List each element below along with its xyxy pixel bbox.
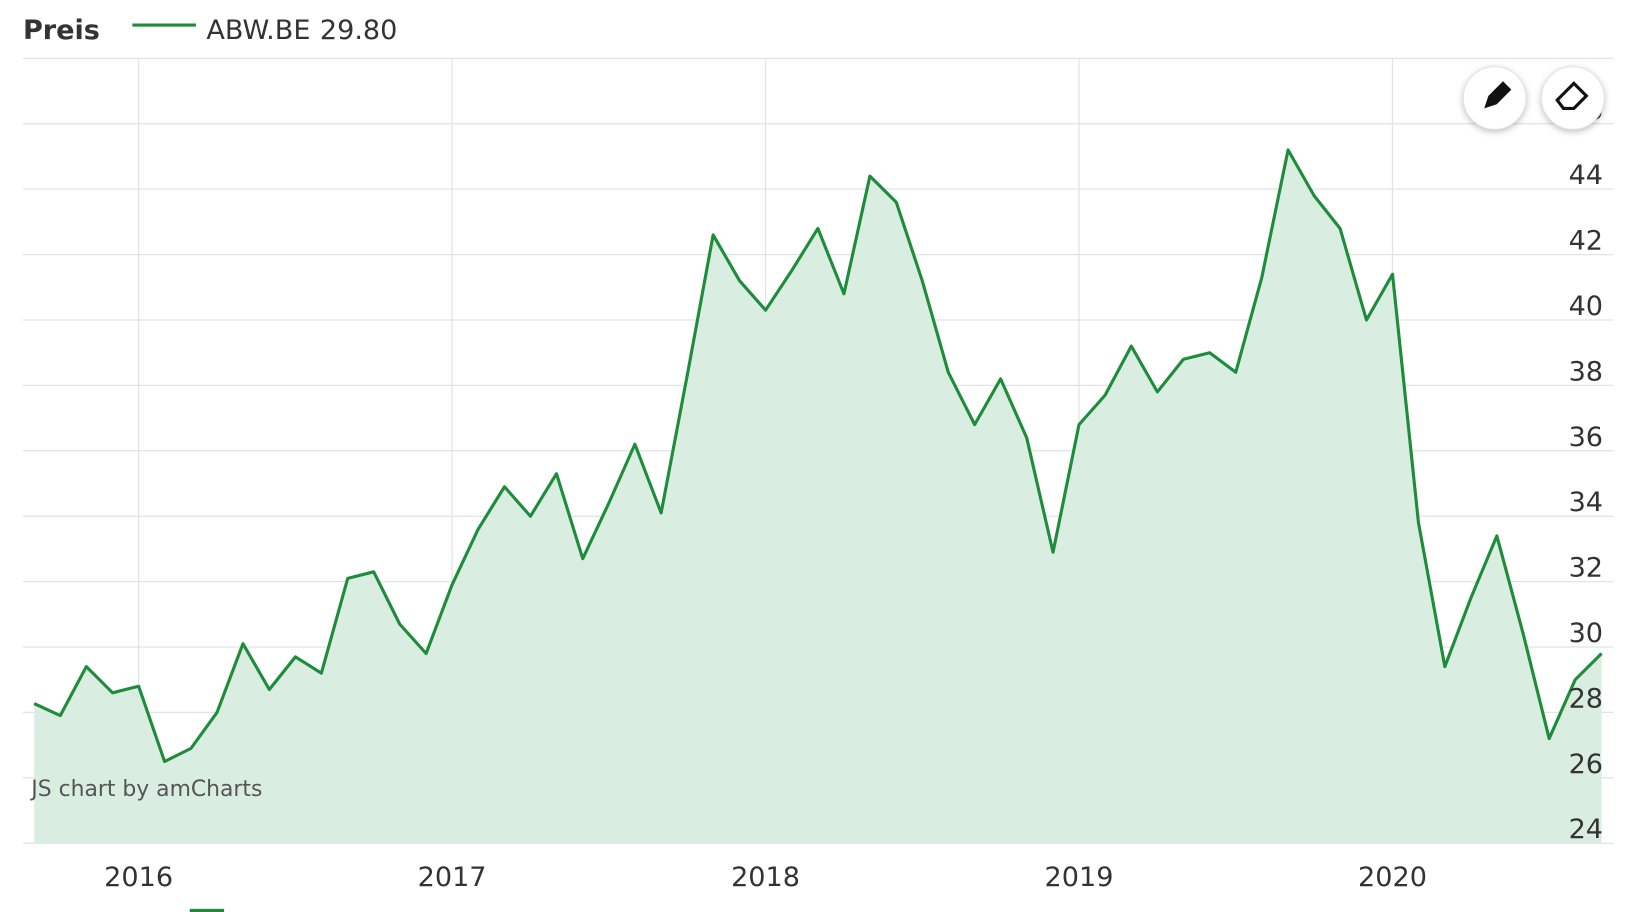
erase-button[interactable] <box>1541 66 1605 130</box>
area-fill <box>34 149 1602 844</box>
x-tick-label: 2020 <box>1358 862 1427 893</box>
price-line <box>33 148 1603 764</box>
y-tick-label: 36 <box>1569 422 1603 453</box>
legend-value: 29.80 <box>320 15 398 46</box>
draw-button[interactable] <box>1462 66 1527 130</box>
eraser-icon[interactable] <box>1555 81 1589 110</box>
y-tick-label: 34 <box>1569 487 1603 518</box>
y-tick-label: 42 <box>1569 226 1603 257</box>
y-tick-label: 32 <box>1569 553 1603 584</box>
x-tick-label: 2016 <box>104 862 173 893</box>
x-tick-label: 2017 <box>418 862 487 893</box>
x-tick-label: 2018 <box>731 862 800 893</box>
scrollbar-grip[interactable] <box>189 908 225 912</box>
y-tick-label: 26 <box>1569 749 1603 780</box>
y-tick-label: 24 <box>1569 814 1603 845</box>
y-tick-label: 44 <box>1569 160 1603 191</box>
y-tick-label: 30 <box>1569 618 1603 649</box>
y-tick-label: 40 <box>1569 291 1603 322</box>
x-tick-label: 2019 <box>1045 862 1114 893</box>
y-tick-label: 38 <box>1569 356 1603 387</box>
legend-label: ABW.BE <box>206 15 310 46</box>
plot-area: 2016 2017 2018 2019 2020 24 26 28 30 32 34 36 38 40 42… <box>22 58 1614 893</box>
chart-title: Preis <box>23 15 100 46</box>
y-tick-label: 28 <box>1569 683 1603 714</box>
pencil-icon[interactable] <box>1484 81 1512 109</box>
credit: JS chart by amCharts <box>29 777 262 802</box>
